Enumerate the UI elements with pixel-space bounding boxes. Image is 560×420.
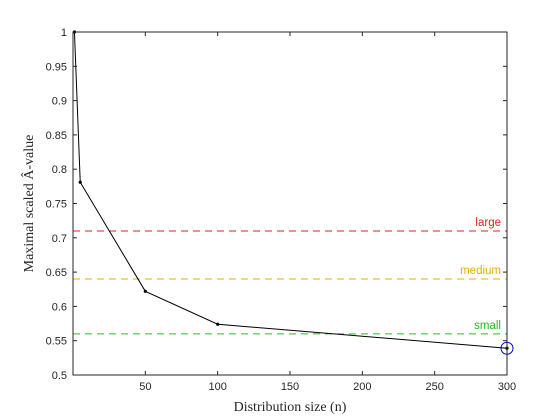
y-tick-label: 0.85 <box>46 130 67 142</box>
x-tick-label: 200 <box>353 381 371 393</box>
x-tick-label: 50 <box>139 381 151 393</box>
y-tick-label: 0.55 <box>46 336 67 348</box>
threshold-label-medium: medium <box>460 265 501 277</box>
series-line <box>73 31 508 349</box>
plot-frame <box>72 31 508 376</box>
data-point <box>78 180 82 184</box>
y-tick-label: 0.7 <box>52 233 67 245</box>
y-tick-label: 0.9 <box>52 96 67 108</box>
x-axis-label: Distribution size (n) <box>234 400 347 415</box>
y-tick-label: 0.75 <box>46 199 67 211</box>
x-tick-label: 100 <box>208 381 226 393</box>
y-tick-label: 0.95 <box>46 61 67 73</box>
x-tick-label: 250 <box>425 381 443 393</box>
y-tick-label: 0.65 <box>46 267 67 279</box>
data-point <box>143 289 147 293</box>
x-tick-label: 150 <box>281 381 299 393</box>
y-tick-label: 1 <box>61 27 67 39</box>
y-axis-label: Maximal scaled Â-value <box>20 135 37 273</box>
y-tick-label: 0.8 <box>52 164 67 176</box>
threshold-label-large: large <box>475 217 501 229</box>
y-tick-label: 0.6 <box>52 301 67 313</box>
x-tick-label: 300 <box>498 381 516 393</box>
y-tick-label: 0.5 <box>52 370 67 382</box>
data-point <box>216 322 220 326</box>
threshold-label-small: small <box>474 320 501 332</box>
